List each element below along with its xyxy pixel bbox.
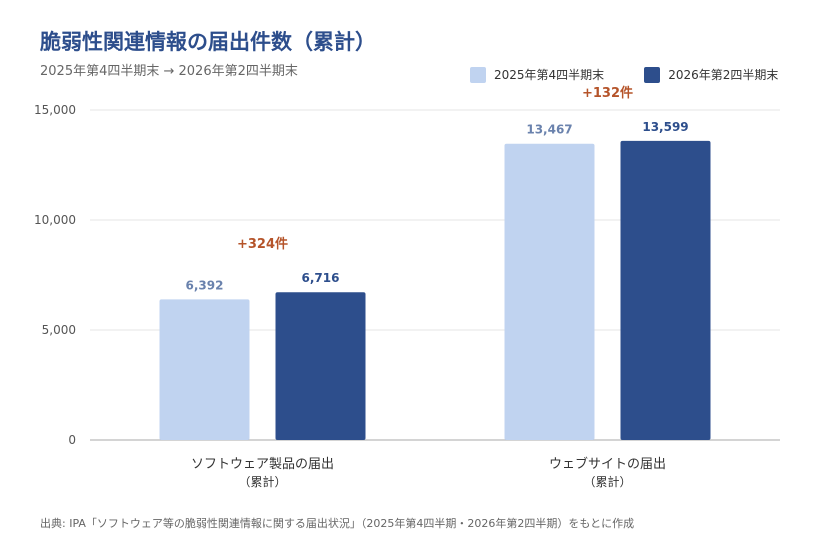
- legend-item-2026q2: 2026年第2四半期末: [644, 66, 778, 83]
- y-tick-label: 10,000: [34, 213, 76, 227]
- legend-label-2025q4: 2025年第4四半期末: [494, 68, 605, 82]
- chart-subtitle: 2025年第4四半期末 → 2026年第2四半期末: [40, 64, 298, 79]
- legend-swatch-light: [470, 66, 486, 83]
- bar-2026q2: [620, 140, 711, 440]
- x-category-sublabel: （累計）: [583, 474, 631, 489]
- bar-value-label: 6,716: [302, 271, 340, 285]
- bar-2025q4: [504, 143, 595, 440]
- y-tick-label: 5,000: [42, 323, 76, 337]
- bar-value-label: 13,599: [642, 120, 688, 134]
- source-note: 出典: IPA「ソフトウェア等の脆弱性関連情報に関する届出状況」（2025年第4…: [40, 517, 635, 530]
- legend-label-2026q2: 2026年第2四半期末: [668, 68, 779, 82]
- bar-value-label: 13,467: [526, 123, 572, 137]
- bar-2026q2: [275, 292, 366, 440]
- x-category-label: ソフトウェア製品の届出: [191, 457, 334, 472]
- bar-chart: 0 5,000 10,000 15,000 6,392 6,716 +324件ソフトウェア製…: [34, 85, 780, 489]
- y-tick-label: 15,000: [34, 103, 76, 117]
- delta-annotation: +324件: [237, 236, 288, 252]
- x-category-sublabel: （累計）: [238, 474, 286, 489]
- y-tick-label: 0: [68, 433, 76, 447]
- x-category-label: ウェブサイトの届出: [549, 456, 666, 472]
- legend: 2025年第4四半期末 2026年第2四半期末: [470, 66, 778, 83]
- legend-swatch-dark: [644, 66, 661, 83]
- delta-annotation: +132件: [582, 85, 633, 101]
- bar-2025q4: [159, 299, 250, 440]
- chart-title: 脆弱性関連情報の届出件数（累計）: [40, 30, 376, 54]
- legend-item-2025q4: 2025年第4四半期末: [470, 66, 604, 83]
- bar-value-label: 6,392: [186, 278, 224, 292]
